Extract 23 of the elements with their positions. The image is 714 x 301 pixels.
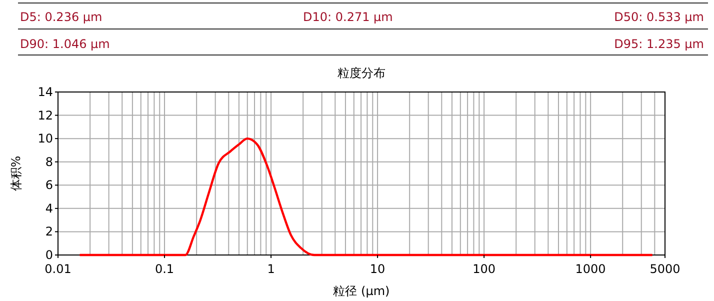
text: D50: 0.533 μm [614,10,704,24]
x-tick-label: 1000 [575,262,606,276]
x-tick-label: 1 [267,262,275,276]
y-tick-label: 14 [38,85,53,99]
x-tick-label: 0.1 [154,262,174,276]
x-axis-title: 粒径 (μm) [333,284,390,298]
x-tick-label: 100 [472,262,496,276]
y-axis-title: 体积% [9,156,23,192]
x-tick-label: 10 [370,262,386,276]
x-tick-label: 0.01 [44,262,72,276]
text: D10: 0.271 μm [303,10,393,24]
text: D5: 0.236 μm [20,10,102,24]
text: D90: 1.046 μm [20,37,110,51]
text: D95: 1.235 μm [614,37,704,51]
y-tick-label: 8 [45,154,53,169]
x-tick-label: 5000 [650,262,680,276]
y-tick-label: 6 [45,178,53,192]
y-tick-label: 0 [45,248,53,262]
y-tick-label: 4 [45,201,53,216]
y-tick-label: 2 [45,224,53,239]
chart-title: 粒度分布 [338,66,386,80]
y-tick-label: 12 [38,108,53,122]
y-tick-label: 10 [38,132,53,146]
